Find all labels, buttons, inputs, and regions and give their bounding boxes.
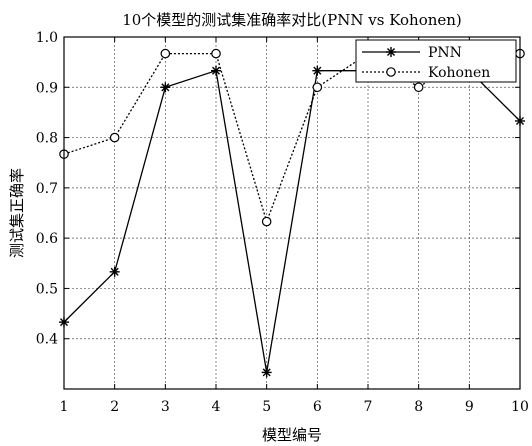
y-axis-title: 测试集正确率 (8, 168, 26, 258)
legend-marker-pnn (386, 47, 396, 57)
y-axis-ticks: 0.4 0.5 0.6 0.7 0.8 0.9 1.0 (36, 30, 520, 348)
y-tick-label: 0.8 (36, 131, 58, 147)
y-tick-label: 0.5 (36, 281, 58, 297)
x-tick-label: 9 (465, 399, 474, 415)
x-tick-label: 4 (212, 399, 221, 415)
legend-label-kohonen: Kohonen (428, 65, 490, 81)
legend-label-pnn: PNN (428, 45, 462, 61)
y-tick-label: 1.0 (36, 30, 58, 46)
data-point-pnn (109, 266, 120, 277)
x-tick-label: 5 (262, 399, 271, 415)
legend: PNN Kohonen (355, 39, 517, 83)
legend-marker-kohonen (386, 67, 396, 77)
x-tick-label: 6 (313, 399, 322, 415)
data-point-pnn (312, 65, 323, 76)
y-tick-label: 0.4 (36, 332, 58, 348)
y-tick-label: 0.9 (36, 80, 58, 96)
x-tick-label: 3 (161, 399, 170, 415)
chart-title: 10个模型的测试集准确率对比(PNN vs Kohonen) (122, 11, 462, 29)
data-point-pnn (211, 65, 221, 76)
data-point-kohonen (261, 216, 272, 227)
plot-area (64, 37, 520, 389)
x-axis-title: 模型编号 (262, 426, 322, 444)
legend-box (355, 39, 517, 83)
x-tick-label: 2 (110, 399, 119, 415)
plot-frame (63, 36, 521, 390)
data-point-kohonen (109, 132, 120, 143)
data-point-kohonen (160, 48, 171, 59)
data-point-pnn (261, 367, 272, 378)
data-point-pnn (160, 82, 171, 93)
y-tick-label: 0.6 (36, 231, 58, 247)
data-point-kohonen (312, 82, 323, 93)
data-point-kohonen (211, 48, 221, 59)
data-point-kohonen (413, 82, 424, 93)
x-tick-label: 8 (414, 399, 423, 415)
grid (64, 36, 520, 389)
x-tick-label: 1 (60, 399, 69, 415)
x-tick-label: 7 (364, 399, 373, 415)
y-tick-label: 0.7 (36, 181, 58, 197)
x-tick-label: 10 (511, 399, 529, 415)
